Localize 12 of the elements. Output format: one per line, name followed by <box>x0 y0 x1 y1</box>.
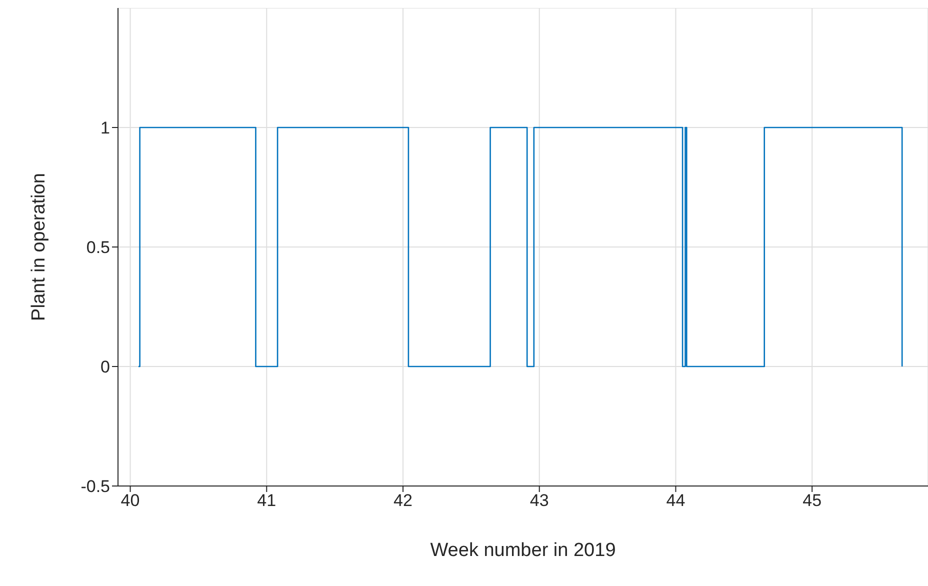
y-tick-label: 0.5 <box>86 238 110 258</box>
x-tick-label: 42 <box>394 491 412 510</box>
y-tick-label: 1 <box>100 118 110 138</box>
x-axis-title: Week number in 2019 <box>430 540 616 561</box>
y-tick-label: 0 <box>100 358 110 377</box>
y-axis-title: Plant in operation <box>28 173 50 321</box>
x-tick-label: 45 <box>802 491 822 510</box>
x-tick-label: 40 <box>120 491 140 510</box>
x-tick-label: 41 <box>257 491 276 510</box>
x-tick-label: 43 <box>530 491 549 510</box>
y-tick-label: -0.5 <box>80 477 110 496</box>
x-tick-label: 44 <box>666 491 686 510</box>
